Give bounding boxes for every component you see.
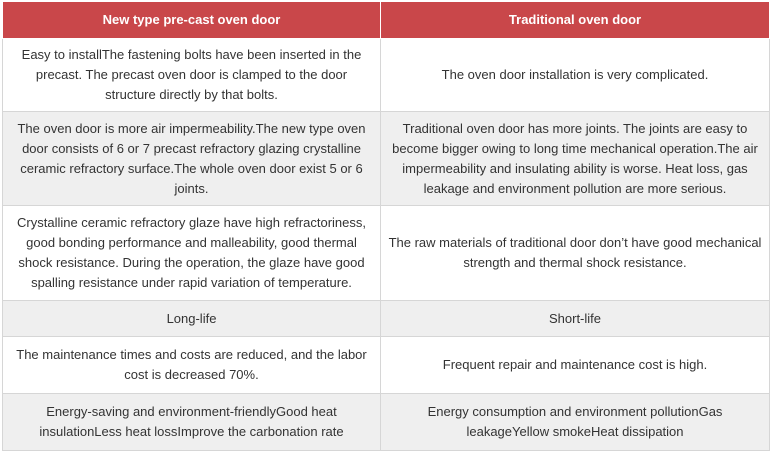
cell-new-maintenance: The maintenance times and costs are redu… [2, 336, 381, 394]
table-row: Crystalline ceramic refractory glaze hav… [2, 205, 770, 301]
header-traditional-door: Traditional oven door [380, 1, 770, 39]
header-new-type-door: New type pre-cast oven door [2, 1, 381, 39]
cell-new-glaze: Crystalline ceramic refractory glaze hav… [2, 205, 381, 301]
cell-new-installation: Easy to installThe fastening bolts have … [2, 38, 381, 112]
cell-traditional-materials: The raw materials of traditional door do… [380, 205, 770, 301]
table-row: Energy-saving and environment-friendlyGo… [2, 393, 770, 451]
cell-new-air-impermeability: The oven door is more air impermeability… [2, 111, 381, 206]
table-row: The oven door is more air impermeability… [2, 111, 770, 206]
cell-traditional-joints: Traditional oven door has more joints. T… [380, 111, 770, 206]
cell-new-energy: Energy-saving and environment-friendlyGo… [2, 393, 381, 451]
cell-traditional-energy: Energy consumption and environment pollu… [380, 393, 770, 451]
table-row: Long-life Short-life [2, 300, 770, 337]
cell-new-life: Long-life [2, 300, 381, 337]
cell-traditional-life: Short-life [380, 300, 770, 337]
cell-traditional-maintenance: Frequent repair and maintenance cost is … [380, 336, 770, 394]
cell-traditional-installation: The oven door installation is very compl… [380, 38, 770, 112]
table-header-row: New type pre-cast oven door Traditional … [2, 1, 770, 39]
table-row: Easy to installThe fastening bolts have … [2, 38, 770, 112]
table-row: The maintenance times and costs are redu… [2, 336, 770, 394]
